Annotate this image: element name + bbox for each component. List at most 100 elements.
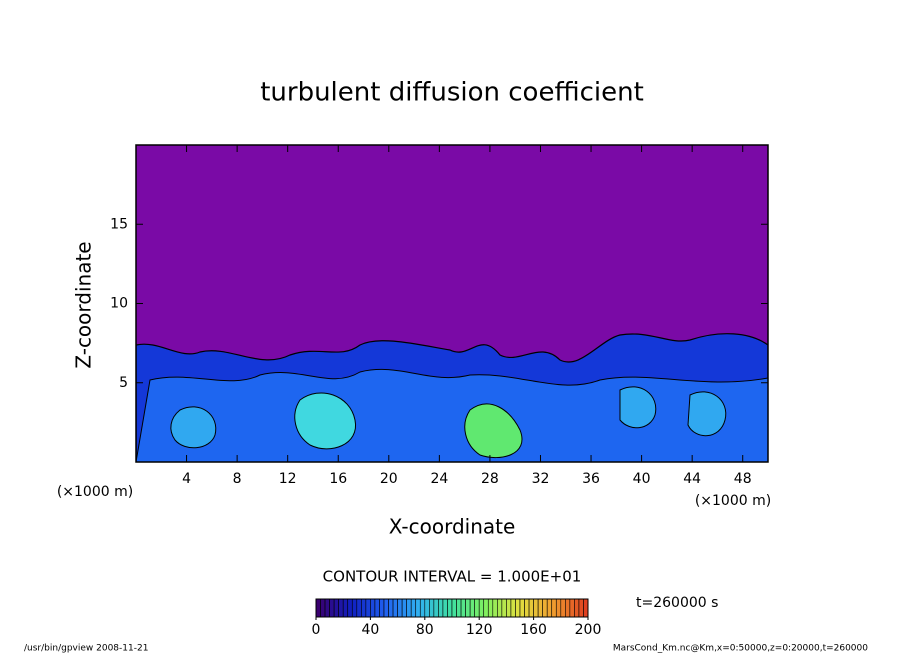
colorbar-cell bbox=[383, 598, 389, 618]
x-axis-label: X-coordinate bbox=[389, 515, 516, 539]
colorbar-cell bbox=[388, 598, 394, 618]
x-tick-label: 40 bbox=[633, 471, 651, 487]
footer-right: MarsCond_Km.nc@Km,x=0:50000,z=0:20000,t=… bbox=[613, 644, 868, 654]
colorbar-cell bbox=[537, 598, 543, 618]
y-axis-label: Z-coordinate bbox=[72, 241, 96, 368]
x-tick-label: 36 bbox=[582, 471, 600, 487]
colorbar-cell bbox=[510, 598, 516, 618]
colorbar-cell bbox=[460, 598, 466, 618]
colorbar-tick-label: 40 bbox=[361, 622, 379, 638]
colorbar: 0 40 80 120 160 200 bbox=[312, 598, 602, 638]
colorbar-cell bbox=[551, 598, 557, 618]
colorbar-cell bbox=[546, 598, 553, 618]
field-region bbox=[136, 368, 768, 462]
colorbar-cell bbox=[483, 598, 489, 618]
colorbar-tick-label: 80 bbox=[416, 622, 434, 638]
colorbar-cell bbox=[351, 598, 358, 618]
footer-left: /usr/bin/gpview 2008-11-21 bbox=[24, 644, 148, 654]
colorbar-cell bbox=[565, 598, 571, 618]
colorbar-tick-label: 0 bbox=[312, 622, 321, 638]
colorbar-cell bbox=[528, 598, 534, 618]
colorbar-cell bbox=[578, 598, 584, 618]
x-tick-label: 48 bbox=[734, 471, 752, 487]
colorbar-tick-label: 120 bbox=[466, 622, 493, 638]
colorbar-cell bbox=[474, 598, 480, 618]
colorbar-cell bbox=[447, 598, 453, 618]
colorbar-tick-label: 200 bbox=[575, 622, 602, 638]
y-tick-label: 15 bbox=[110, 216, 128, 232]
colorbar-cell bbox=[465, 598, 471, 618]
colorbar-cell bbox=[365, 598, 371, 618]
x-tick-label: 24 bbox=[430, 471, 448, 487]
colorbar-cell bbox=[506, 598, 512, 618]
colorbar-cell bbox=[478, 598, 485, 618]
x-tick-label: 32 bbox=[532, 471, 550, 487]
colorbar-cell bbox=[370, 598, 376, 618]
chart-title: turbulent diffusion coefficient bbox=[260, 78, 644, 108]
colorbar-cell bbox=[397, 598, 403, 618]
x-tick-label: 16 bbox=[329, 471, 347, 487]
colorbar-cell bbox=[406, 598, 412, 618]
colorbar-cell bbox=[333, 598, 339, 618]
colorbar-cell bbox=[555, 598, 562, 618]
colorbar-cell bbox=[361, 598, 367, 618]
contour-interval: CONTOUR INTERVAL = 1.000E+01 bbox=[323, 568, 582, 586]
field-region bbox=[170, 406, 217, 449]
colorbar-cell bbox=[320, 598, 326, 618]
colorbar-cell bbox=[347, 598, 353, 618]
x-tick-label: 8 bbox=[233, 471, 242, 487]
field-region bbox=[464, 403, 523, 459]
colorbar-cell bbox=[392, 598, 398, 618]
x-tick-label: 28 bbox=[481, 471, 499, 487]
colorbar-frame bbox=[315, 598, 589, 618]
colorbar-cell bbox=[569, 598, 575, 618]
colorbar-cell bbox=[456, 598, 462, 618]
colorbar-cell bbox=[379, 598, 385, 618]
colorbar-cell bbox=[419, 598, 426, 618]
colorbar-cell bbox=[469, 598, 475, 618]
x-tick-label: 12 bbox=[279, 471, 297, 487]
colorbar-cell bbox=[497, 598, 503, 618]
colorbar-cell bbox=[315, 598, 321, 618]
colorbar-cell bbox=[515, 598, 521, 618]
colorbar-cell bbox=[338, 598, 344, 618]
field bbox=[136, 333, 768, 462]
colorbar-cell bbox=[451, 598, 457, 618]
colorbar-cell bbox=[433, 598, 439, 618]
colorbar-cell bbox=[329, 598, 335, 618]
y-tick-label: 5 bbox=[119, 375, 128, 391]
colorbar-cell bbox=[492, 598, 498, 618]
colorbar-cell bbox=[524, 598, 530, 618]
colorbar-cell bbox=[356, 598, 362, 618]
x-unit-label: (×1000 m) bbox=[57, 484, 133, 500]
colorbar-cell bbox=[501, 598, 507, 618]
colorbar-cell bbox=[574, 598, 580, 618]
colorbar-cell bbox=[429, 598, 435, 618]
field-region bbox=[619, 386, 657, 429]
field-region bbox=[687, 391, 727, 437]
colorbar-cell bbox=[342, 598, 349, 618]
y-tick-label: 10 bbox=[110, 296, 128, 312]
x-tick-label: 4 bbox=[182, 471, 191, 487]
x-unit-label: (×1000 m) bbox=[695, 493, 771, 509]
colorbar-cell bbox=[442, 598, 448, 618]
colorbar-cell bbox=[560, 598, 566, 618]
colorbar-cell bbox=[424, 598, 430, 618]
colorbar-cell bbox=[374, 598, 380, 618]
field-region bbox=[294, 392, 356, 450]
colorbar-tick-label: 160 bbox=[520, 622, 547, 638]
x-tick-label: 44 bbox=[683, 471, 701, 487]
colorbar-cell bbox=[487, 598, 494, 618]
colorbar-cell bbox=[542, 598, 548, 618]
colorbar-cell bbox=[519, 598, 525, 618]
colorbar-cell bbox=[533, 598, 539, 618]
colorbar-cell bbox=[438, 598, 444, 618]
colorbar-cell bbox=[401, 598, 407, 618]
time-label: t=260000 s bbox=[636, 595, 718, 611]
colorbar-cell bbox=[415, 598, 421, 618]
colorbar-cell bbox=[324, 598, 330, 618]
x-tick-label: 20 bbox=[380, 471, 398, 487]
colorbar-cell bbox=[583, 598, 589, 618]
